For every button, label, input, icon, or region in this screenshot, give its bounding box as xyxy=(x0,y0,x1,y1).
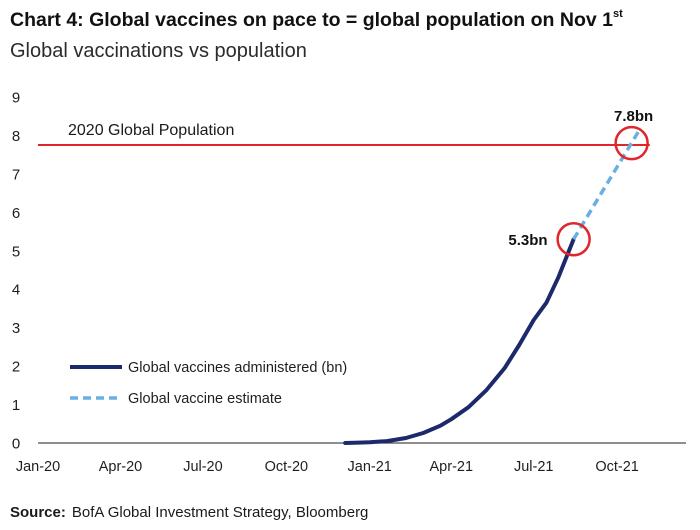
series-line-1 xyxy=(343,237,576,445)
y-tick-label-9: 9 xyxy=(12,90,20,107)
y-tick-label-1: 1 xyxy=(12,397,20,414)
y-tick-label-6: 6 xyxy=(12,205,20,222)
chart-title-superscript: st xyxy=(612,8,623,20)
legend-label-1: Global vaccines administered (bn) xyxy=(128,360,347,376)
y-tick-label-3: 3 xyxy=(12,320,20,337)
x-tick-label-Oct-21: Oct-21 xyxy=(595,459,639,475)
x-tick-label-Apr-20: Apr-20 xyxy=(99,459,143,475)
annotation-circle-2 xyxy=(614,125,649,161)
annotation-label-1: 5.3bn xyxy=(508,232,547,249)
y-tick-label-5: 5 xyxy=(12,243,20,260)
x-tick-label-Oct-20: Oct-20 xyxy=(265,459,309,475)
y-tick-label-7: 7 xyxy=(12,166,20,183)
source-text: BofA Global Investment Strategy, Bloombe… xyxy=(71,504,369,521)
annotation-label-2: 7.8bn xyxy=(614,108,653,125)
x-tick-label-Jul-21: Jul-21 xyxy=(514,459,554,475)
source-note: Source: BofA Global Investment Strategy, … xyxy=(10,504,368,522)
chart-title: Chart 4: Global vaccines on pace to = gl… xyxy=(10,7,623,33)
x-tick-label-Jan-21: Jan-21 xyxy=(348,459,392,475)
source-label: Source: xyxy=(10,504,66,521)
population-reference-label: 2020 Global Population xyxy=(68,122,234,139)
chart-title-text: Chart 4: Global vaccines on pace to = gl… xyxy=(10,9,613,31)
annotation-circle-1 xyxy=(556,221,591,257)
series-line-2 xyxy=(572,126,643,241)
y-tick-label-8: 8 xyxy=(12,128,20,145)
x-tick-label-Jan-20: Jan-20 xyxy=(16,459,60,475)
y-tick-label-0: 0 xyxy=(12,436,20,453)
chart-subtitle: Global vaccinations vs population xyxy=(10,40,307,62)
y-tick-label-2: 2 xyxy=(12,359,20,376)
x-tick-label-Apr-21: Apr-21 xyxy=(430,459,474,475)
x-tick-label-Jul-20: Jul-20 xyxy=(183,459,223,475)
legend-label-2: Global vaccine estimate xyxy=(128,391,282,407)
y-tick-label-4: 4 xyxy=(12,282,20,299)
